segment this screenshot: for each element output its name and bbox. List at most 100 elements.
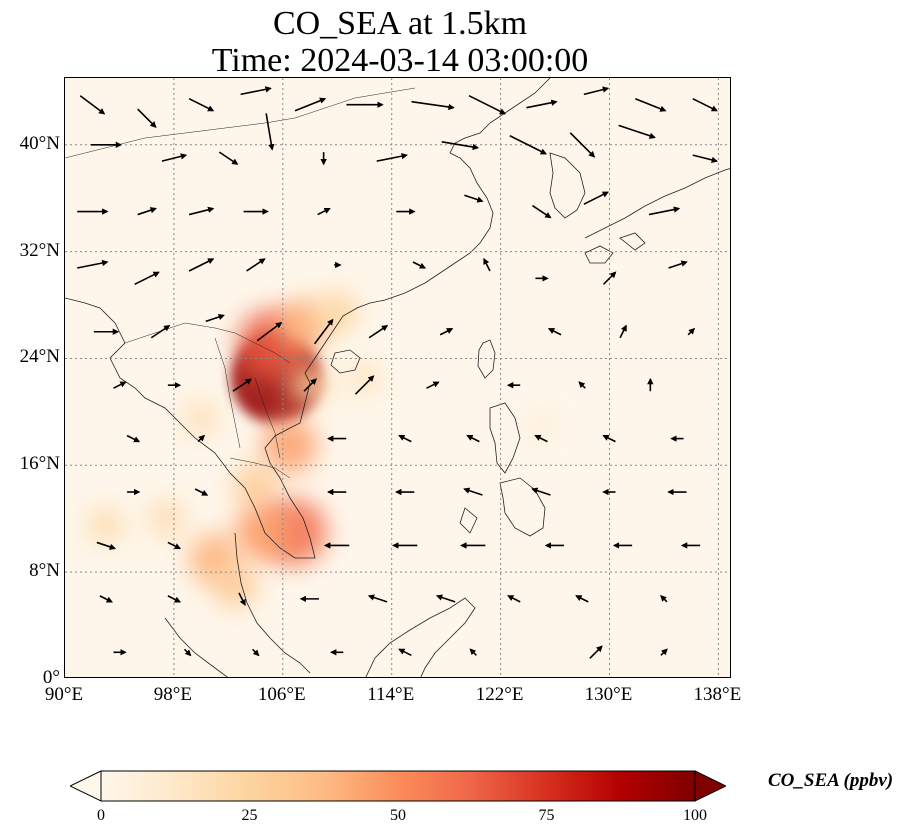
wind-arrow bbox=[602, 434, 616, 443]
wind-arrow bbox=[526, 99, 558, 109]
wind-arrow bbox=[547, 328, 562, 336]
wind-arrow bbox=[441, 140, 480, 151]
wind-arrow bbox=[578, 381, 586, 389]
wind-arrow bbox=[183, 648, 192, 657]
wind-arrow bbox=[619, 324, 627, 339]
map-title: CO_SEA at 1.5km bbox=[272, 5, 528, 42]
wind-arrow bbox=[618, 124, 656, 139]
wind-arrow bbox=[635, 97, 667, 112]
wind-arrow bbox=[687, 327, 696, 336]
wind-arrow bbox=[368, 325, 389, 339]
wind-arrow bbox=[602, 271, 617, 285]
concentration-plume bbox=[234, 504, 291, 560]
colorbar-min-extend bbox=[70, 770, 102, 802]
latitude-tick-label: 0° bbox=[42, 667, 60, 688]
wind-arrow bbox=[463, 487, 483, 496]
wind-arrow bbox=[167, 595, 182, 603]
wind-arrow bbox=[188, 258, 215, 272]
wind-arrow bbox=[660, 594, 668, 603]
colorbar-tick-label: 0 bbox=[97, 807, 105, 824]
latitude-tick-label: 16°N bbox=[19, 453, 60, 475]
colorbar-gradient bbox=[100, 770, 696, 802]
wind-arrow bbox=[398, 648, 412, 657]
concentration-plume bbox=[233, 462, 279, 508]
longitude-tick-label: 122°E bbox=[475, 684, 524, 705]
graticule bbox=[65, 78, 730, 677]
wind-arrow bbox=[246, 258, 266, 272]
wind-arrow bbox=[569, 132, 596, 158]
wind-arrow bbox=[435, 594, 456, 603]
wind-arrow bbox=[99, 595, 113, 603]
wind-arrow bbox=[583, 191, 610, 205]
concentration-plume bbox=[212, 563, 258, 609]
wind-arrow bbox=[134, 271, 160, 286]
wind-arrow bbox=[188, 206, 215, 216]
wind-arrow bbox=[439, 328, 454, 336]
wind-arrow bbox=[77, 259, 109, 269]
longitude-tick-label: 98°E bbox=[153, 684, 192, 705]
wind-arrow bbox=[468, 94, 507, 115]
wind-arrow bbox=[294, 97, 327, 112]
latitude-tick-label: 8°N bbox=[29, 560, 60, 582]
concentration-plume bbox=[526, 410, 557, 441]
wind-arrow bbox=[137, 108, 157, 128]
wind-arrow bbox=[583, 86, 610, 96]
wind-arrow bbox=[692, 97, 718, 112]
wind-arrow bbox=[660, 648, 668, 656]
wind-arrow bbox=[218, 151, 239, 165]
wind-arrow bbox=[483, 257, 491, 272]
wind-arrow bbox=[79, 95, 106, 115]
wind-arrow bbox=[197, 434, 206, 443]
wind-arrow bbox=[668, 260, 688, 269]
wind-arrow bbox=[507, 595, 521, 603]
colorbar-tick-label: 75 bbox=[538, 807, 555, 824]
wind-arrow bbox=[137, 207, 157, 216]
wind-arrow bbox=[313, 318, 334, 345]
wind-arrow bbox=[531, 487, 551, 496]
concentration-plume bbox=[316, 290, 358, 333]
wind-arrow bbox=[398, 434, 412, 443]
concentration-plume bbox=[148, 499, 187, 538]
wind-arrow bbox=[509, 135, 547, 155]
wind-arrow bbox=[161, 153, 188, 162]
wind-arrow bbox=[317, 207, 331, 216]
wind-arrow bbox=[232, 378, 253, 392]
wind-arrow bbox=[464, 194, 484, 203]
wind-arrow bbox=[534, 434, 548, 443]
wind-arrow bbox=[589, 645, 603, 659]
wind-arrow bbox=[238, 592, 246, 607]
longitude-tick-label: 138°E bbox=[693, 684, 742, 705]
colorbar bbox=[70, 770, 726, 802]
wind-arrow bbox=[126, 434, 141, 443]
concentration-plume bbox=[86, 506, 125, 545]
colorbar-tick-label: 50 bbox=[390, 807, 406, 824]
wind-arrow bbox=[188, 97, 215, 112]
colorbar-label: CO_SEA (ppbv) bbox=[768, 770, 894, 791]
map-timestamp: Time: 2024-03-14 03:00:00 bbox=[211, 42, 589, 79]
wind-arrow bbox=[303, 378, 317, 392]
concentration-field bbox=[86, 290, 557, 609]
wind-arrow bbox=[113, 381, 127, 389]
concentration-plume bbox=[261, 417, 318, 474]
concentration-plume bbox=[182, 400, 220, 437]
wind-arrow bbox=[167, 541, 182, 550]
latitude-tick-label: 40°N bbox=[19, 132, 60, 154]
wind-arrow bbox=[648, 206, 681, 216]
wind-arrow bbox=[692, 154, 719, 163]
latitude-tick-label: 32°N bbox=[19, 239, 60, 261]
wind-arrow bbox=[412, 261, 427, 269]
map-canvas bbox=[65, 78, 730, 677]
wind-arrow bbox=[531, 204, 552, 219]
wind-arrow bbox=[466, 434, 480, 443]
longitude-tick-label: 106°E bbox=[257, 684, 306, 705]
wind-arrow bbox=[411, 100, 455, 111]
wind-arrow bbox=[426, 381, 440, 389]
wind-vectors bbox=[77, 86, 719, 659]
longitude-tick-label: 90°E bbox=[44, 684, 84, 705]
concentration-plume bbox=[277, 299, 330, 352]
wind-arrow bbox=[96, 541, 117, 550]
concentration-plume bbox=[347, 361, 382, 396]
wind-arrow bbox=[240, 86, 272, 96]
wind-arrow bbox=[367, 594, 388, 603]
wind-arrow bbox=[150, 325, 171, 339]
